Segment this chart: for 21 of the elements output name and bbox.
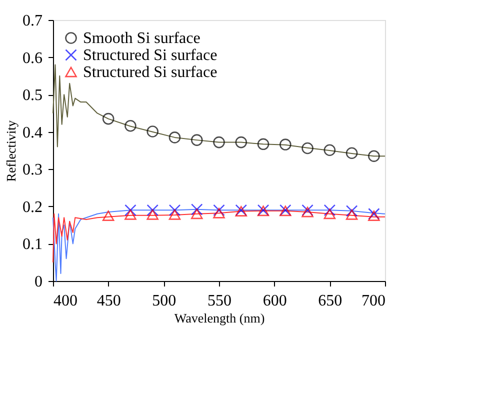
y-tick-label: 0.1: [22, 236, 42, 254]
y-tick-label: 0.5: [22, 87, 42, 104]
x-tick-label: 600: [262, 292, 287, 310]
legend-label: Structured Si surface: [83, 47, 218, 64]
y-tick-label: 0.4: [22, 124, 42, 142]
x-tick-label: 650: [318, 292, 342, 310]
y-tick-label: 0.7: [22, 12, 42, 30]
x-axis-title: Wavelength (nm): [174, 310, 265, 326]
x-tick-label: 500: [152, 292, 176, 310]
legend-label: Smooth Si surface: [83, 30, 200, 47]
y-tick-label: 0.6: [22, 50, 42, 67]
y-axis-title: Reflectivity: [4, 120, 18, 182]
y-tick-label: 0: [34, 274, 42, 290]
y-tick-label: 0.2: [22, 198, 42, 216]
line-series: [52, 64, 386, 157]
x-tick-label: 450: [96, 292, 121, 310]
x-tick-label: 550: [208, 292, 232, 310]
x-tick-label: 400: [54, 292, 78, 310]
y-tick-label: 0.3: [22, 162, 42, 179]
legend-label: Structured Si surface: [83, 64, 218, 81]
x-tick-label: 700: [362, 292, 386, 310]
